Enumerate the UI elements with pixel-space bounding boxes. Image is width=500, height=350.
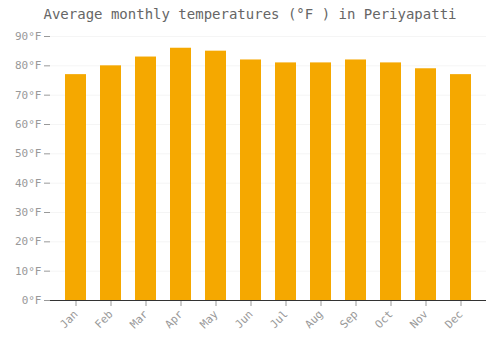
svg-text:Dec: Dec (442, 308, 465, 331)
svg-text:Jan: Jan (57, 308, 80, 331)
svg-text:70°F: 70°F (15, 89, 42, 102)
svg-text:May: May (197, 307, 221, 331)
svg-text:50°F: 50°F (15, 147, 42, 160)
svg-text:Nov: Nov (407, 307, 431, 331)
svg-text:Jun: Jun (232, 308, 255, 331)
svg-text:60°F: 60°F (15, 118, 42, 131)
svg-text:80°F: 80°F (15, 59, 42, 72)
svg-text:10°F: 10°F (15, 265, 42, 278)
svg-text:20°F: 20°F (15, 235, 42, 248)
html-text:Average monthly temperatures (: Average monthly temperatures (°F ) in Pe… (43, 6, 457, 22)
svg-text:30°F: 30°F (15, 206, 42, 219)
svg-text:Oct: Oct (372, 308, 395, 331)
svg-text:Feb: Feb (92, 308, 115, 331)
svg-text:90°F: 90°F (15, 30, 42, 43)
svg-text:Mar: Mar (127, 307, 151, 331)
svg-text:Sep: Sep (337, 308, 360, 331)
svg-text:Aug: Aug (302, 308, 325, 331)
svg-text:40°F: 40°F (15, 177, 42, 190)
svg-text:Apr: Apr (162, 307, 186, 331)
svg-text:0°F: 0°F (22, 294, 42, 307)
svg-text:Jul: Jul (267, 308, 290, 331)
